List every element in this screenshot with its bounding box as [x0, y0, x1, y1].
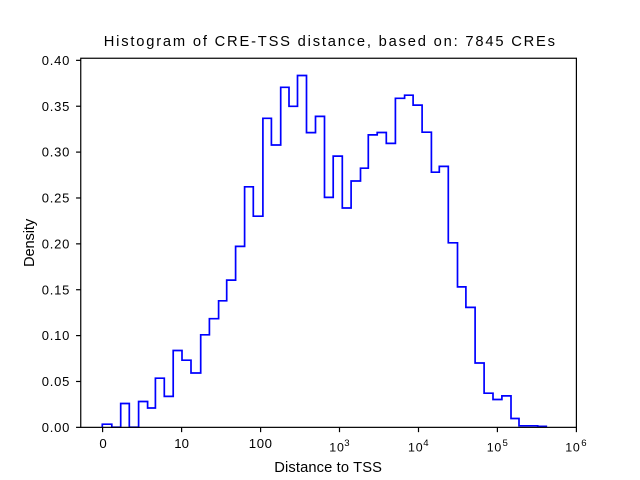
- svg-text:100: 100: [249, 436, 272, 451]
- svg-text:0.40: 0.40: [42, 53, 70, 68]
- svg-text:Density: Density: [22, 218, 38, 267]
- svg-text:10: 10: [174, 436, 189, 451]
- svg-text:10: 10: [565, 441, 580, 455]
- svg-text:0.00: 0.00: [42, 420, 70, 435]
- svg-text:6: 6: [581, 438, 586, 449]
- svg-text:0.25: 0.25: [42, 191, 70, 206]
- svg-text:10: 10: [408, 441, 423, 455]
- svg-text:0.30: 0.30: [42, 145, 70, 160]
- svg-text:10: 10: [329, 441, 344, 455]
- svg-text:10: 10: [487, 441, 502, 455]
- svg-text:Distance to TSS: Distance to TSS: [274, 460, 382, 476]
- svg-text:0.35: 0.35: [42, 99, 70, 114]
- svg-text:5: 5: [503, 438, 508, 449]
- svg-text:3: 3: [344, 438, 349, 449]
- svg-text:0.10: 0.10: [42, 328, 70, 343]
- svg-text:0.20: 0.20: [42, 236, 70, 251]
- svg-text:0: 0: [99, 436, 106, 451]
- svg-text:0.15: 0.15: [42, 282, 70, 297]
- svg-text:4: 4: [423, 438, 429, 449]
- svg-text:0.05: 0.05: [42, 374, 70, 389]
